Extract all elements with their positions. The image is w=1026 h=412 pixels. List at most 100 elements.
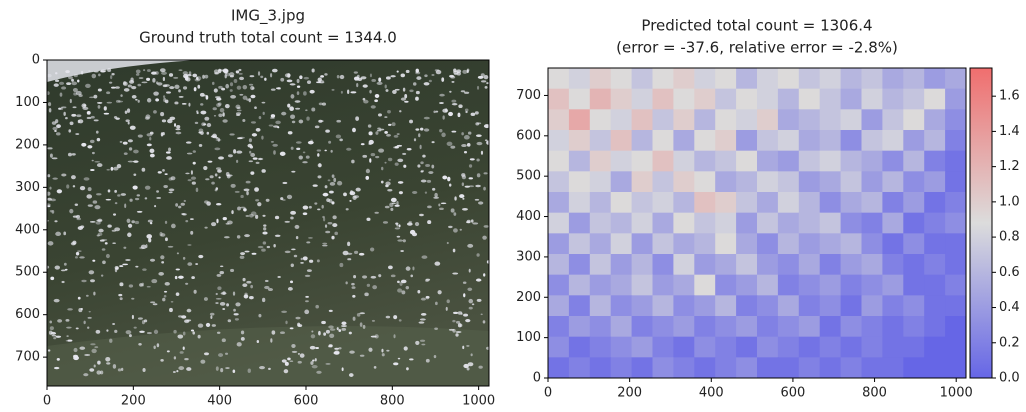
photo-speck (55, 335, 62, 338)
photo-speck (474, 198, 480, 201)
photo-speck (66, 184, 70, 189)
heatmap-cell (757, 254, 779, 276)
photo-speck (55, 231, 62, 237)
heatmap-cell (694, 233, 716, 255)
photo-speck (461, 173, 466, 177)
photo-speck (124, 110, 128, 114)
photo-speck (259, 365, 265, 370)
photo-speck (465, 319, 471, 323)
photo-speck (280, 77, 285, 82)
photo-speck (393, 315, 398, 320)
photo-speck (393, 334, 396, 339)
photo-speck (65, 116, 68, 120)
photo-speck (270, 141, 274, 143)
photo-speck (175, 268, 180, 271)
photo-speck (94, 205, 101, 210)
photo-speck (262, 214, 266, 217)
x-tick-label: 0 (43, 394, 51, 409)
photo-speck (178, 205, 182, 209)
photo-speck (86, 194, 93, 199)
heatmap-cell (945, 295, 967, 317)
photo-speck (225, 367, 230, 369)
heatmap-cell (694, 150, 716, 172)
photo-speck (51, 210, 55, 214)
heatmap-cell (736, 88, 758, 110)
photo-speck (263, 224, 267, 227)
heatmap-cell (673, 336, 695, 358)
photo-speck (332, 223, 338, 228)
heatmap-cell (568, 254, 591, 276)
heatmap-cell (945, 254, 967, 276)
photo-speck (92, 200, 98, 204)
photo-speck (184, 357, 189, 361)
photo-speck (72, 88, 78, 93)
photo-speck (394, 145, 399, 149)
heatmap-cell (882, 274, 904, 296)
photo-speck (144, 185, 151, 190)
photo-speck (94, 160, 101, 163)
photo-speck (403, 164, 407, 168)
photo-speck (249, 75, 255, 78)
photo-speck (49, 186, 52, 190)
heatmap-cell (715, 254, 737, 276)
heatmap-cell (548, 192, 570, 214)
photo-speck (451, 130, 457, 133)
x-tick-label: 800 (380, 394, 405, 409)
photo-speck (246, 98, 250, 101)
axes-frame (46, 59, 490, 387)
heatmap-cell (945, 109, 967, 131)
photo-speck (482, 235, 487, 240)
heatmap-cell (715, 88, 737, 110)
photo-speck (349, 350, 355, 354)
photo-speck (68, 129, 72, 133)
heatmap-cell (736, 150, 758, 172)
photo-speck (289, 106, 294, 112)
heatmap-cell (715, 150, 737, 172)
photo-speck (48, 108, 52, 113)
heatmap-cell (777, 336, 800, 358)
heatmap-cell (673, 150, 695, 172)
photo-speck (49, 209, 53, 213)
photo-speck (286, 79, 293, 83)
photo-speck (398, 191, 403, 195)
photo-speck (156, 190, 160, 193)
photo-speck (349, 199, 352, 202)
photo-speck (75, 251, 80, 256)
photo-speck (91, 73, 97, 79)
photo-speck (476, 85, 480, 90)
photo-speck (448, 328, 455, 331)
photo-speck (52, 177, 58, 180)
photo-speck (370, 247, 375, 252)
photo-speck (377, 127, 381, 130)
colorbar-tick-label: 0.0 (999, 371, 1020, 386)
photo-speck (47, 349, 51, 352)
photo-speck (328, 309, 333, 312)
photo-speck (137, 134, 143, 138)
heatmap-cell (548, 233, 570, 255)
photo-speck (187, 179, 192, 182)
photo-speck (349, 191, 356, 196)
photo-speck (270, 73, 273, 78)
photo-speck (400, 97, 406, 101)
photo-speck (236, 85, 242, 90)
photo-speck (306, 269, 312, 272)
photo-speck (146, 69, 151, 73)
photo-speck (156, 343, 160, 348)
photo-speck (80, 70, 84, 75)
photo-speck (211, 324, 216, 327)
y-tick-label: 700 (516, 88, 541, 103)
photo-speck (196, 110, 199, 113)
heatmap-cell (840, 233, 862, 255)
photo-speck (402, 152, 407, 156)
photo-speck (362, 324, 366, 329)
colorbar (969, 67, 993, 379)
photo-speck (194, 121, 199, 124)
photo-speck (170, 176, 176, 181)
heatmap-cell (589, 212, 612, 234)
photo-speck (409, 229, 416, 235)
heatmap-cell (715, 233, 737, 255)
heatmap-cell (610, 109, 633, 131)
photo-speck (49, 320, 53, 324)
photo-speck (221, 87, 226, 91)
photo-speck (188, 102, 191, 107)
